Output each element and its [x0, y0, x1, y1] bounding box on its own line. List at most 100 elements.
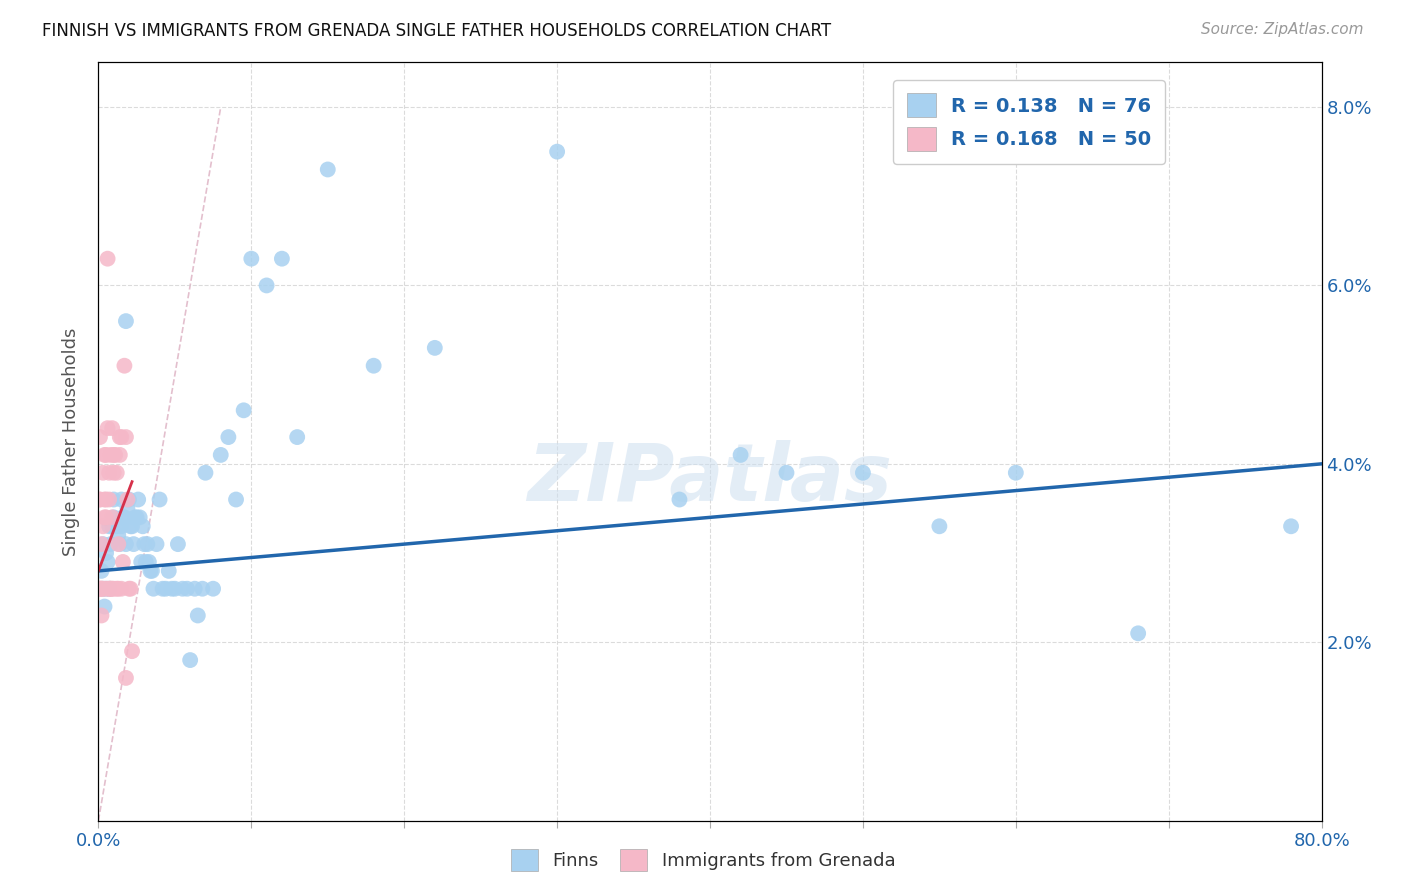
Point	[285, 430, 308, 444]
Point	[316, 162, 339, 177]
Point	[93, 492, 115, 507]
Point	[110, 430, 132, 444]
Point	[120, 519, 142, 533]
Point	[98, 582, 121, 596]
Point	[103, 492, 125, 507]
Point	[91, 466, 114, 480]
Point	[98, 519, 121, 533]
Point	[98, 466, 121, 480]
Point	[100, 582, 122, 596]
Point	[132, 519, 155, 533]
Point	[110, 582, 132, 596]
Point	[217, 430, 239, 444]
Point	[157, 564, 180, 578]
Point	[145, 537, 167, 551]
Point	[852, 466, 875, 480]
Point	[167, 537, 190, 551]
Point	[107, 582, 129, 596]
Point	[118, 492, 141, 507]
Point	[191, 582, 214, 596]
Point	[209, 448, 232, 462]
Point	[94, 448, 117, 462]
Point	[97, 252, 120, 266]
Point	[225, 492, 247, 507]
Point	[90, 537, 112, 551]
Point	[94, 582, 117, 596]
Point	[103, 582, 125, 596]
Point	[152, 582, 174, 596]
Point	[104, 448, 127, 462]
Point	[115, 430, 138, 444]
Point	[89, 492, 111, 507]
Point	[139, 564, 162, 578]
Point	[94, 492, 117, 507]
Point	[187, 608, 209, 623]
Point	[202, 582, 225, 596]
Point	[90, 608, 112, 623]
Point	[97, 555, 120, 569]
Point	[101, 421, 124, 435]
Text: ZIPatlas: ZIPatlas	[527, 441, 893, 518]
Point	[176, 582, 198, 596]
Point	[91, 519, 114, 533]
Point	[1279, 519, 1302, 533]
Point	[1004, 466, 1026, 480]
Legend: Finns, Immigrants from Grenada: Finns, Immigrants from Grenada	[503, 842, 903, 879]
Text: Source: ZipAtlas.com: Source: ZipAtlas.com	[1201, 22, 1364, 37]
Point	[100, 582, 122, 596]
Point	[108, 537, 131, 551]
Point	[232, 403, 254, 417]
Point	[94, 510, 117, 524]
Point	[90, 582, 112, 596]
Point	[91, 537, 114, 551]
Point	[101, 582, 124, 596]
Point	[141, 564, 163, 578]
Point	[89, 492, 111, 507]
Point	[110, 519, 132, 533]
Point	[91, 582, 114, 596]
Point	[135, 555, 157, 569]
Point	[110, 492, 132, 507]
Point	[184, 582, 207, 596]
Point	[97, 421, 120, 435]
Point	[94, 582, 117, 596]
Point	[124, 510, 146, 524]
Point	[138, 555, 160, 569]
Point	[136, 537, 159, 551]
Point	[142, 582, 165, 596]
Point	[160, 582, 183, 596]
Point	[730, 448, 752, 462]
Point	[94, 546, 117, 560]
Point	[103, 466, 125, 480]
Point	[546, 145, 568, 159]
Point	[120, 582, 142, 596]
Point	[127, 492, 149, 507]
Point	[668, 492, 690, 507]
Point	[111, 555, 134, 569]
Point	[108, 448, 131, 462]
Point	[128, 510, 150, 524]
Point	[89, 430, 111, 444]
Point	[107, 537, 129, 551]
Point	[363, 359, 385, 373]
Point	[90, 582, 112, 596]
Point	[134, 537, 156, 551]
Y-axis label: Single Father Households: Single Father Households	[62, 327, 80, 556]
Point	[105, 582, 128, 596]
Point	[121, 519, 143, 533]
Text: FINNISH VS IMMIGRANTS FROM GRENADA SINGLE FATHER HOUSEHOLDS CORRELATION CHART: FINNISH VS IMMIGRANTS FROM GRENADA SINGL…	[42, 22, 831, 40]
Point	[179, 653, 201, 667]
Point	[111, 510, 134, 524]
Point	[93, 448, 115, 462]
Point	[93, 510, 115, 524]
Point	[270, 252, 292, 266]
Point	[89, 582, 111, 596]
Point	[117, 501, 139, 516]
Point	[115, 537, 138, 551]
Point	[155, 582, 177, 596]
Point	[100, 448, 122, 462]
Point	[118, 582, 141, 596]
Point	[108, 430, 131, 444]
Point	[163, 582, 186, 596]
Point	[129, 555, 152, 569]
